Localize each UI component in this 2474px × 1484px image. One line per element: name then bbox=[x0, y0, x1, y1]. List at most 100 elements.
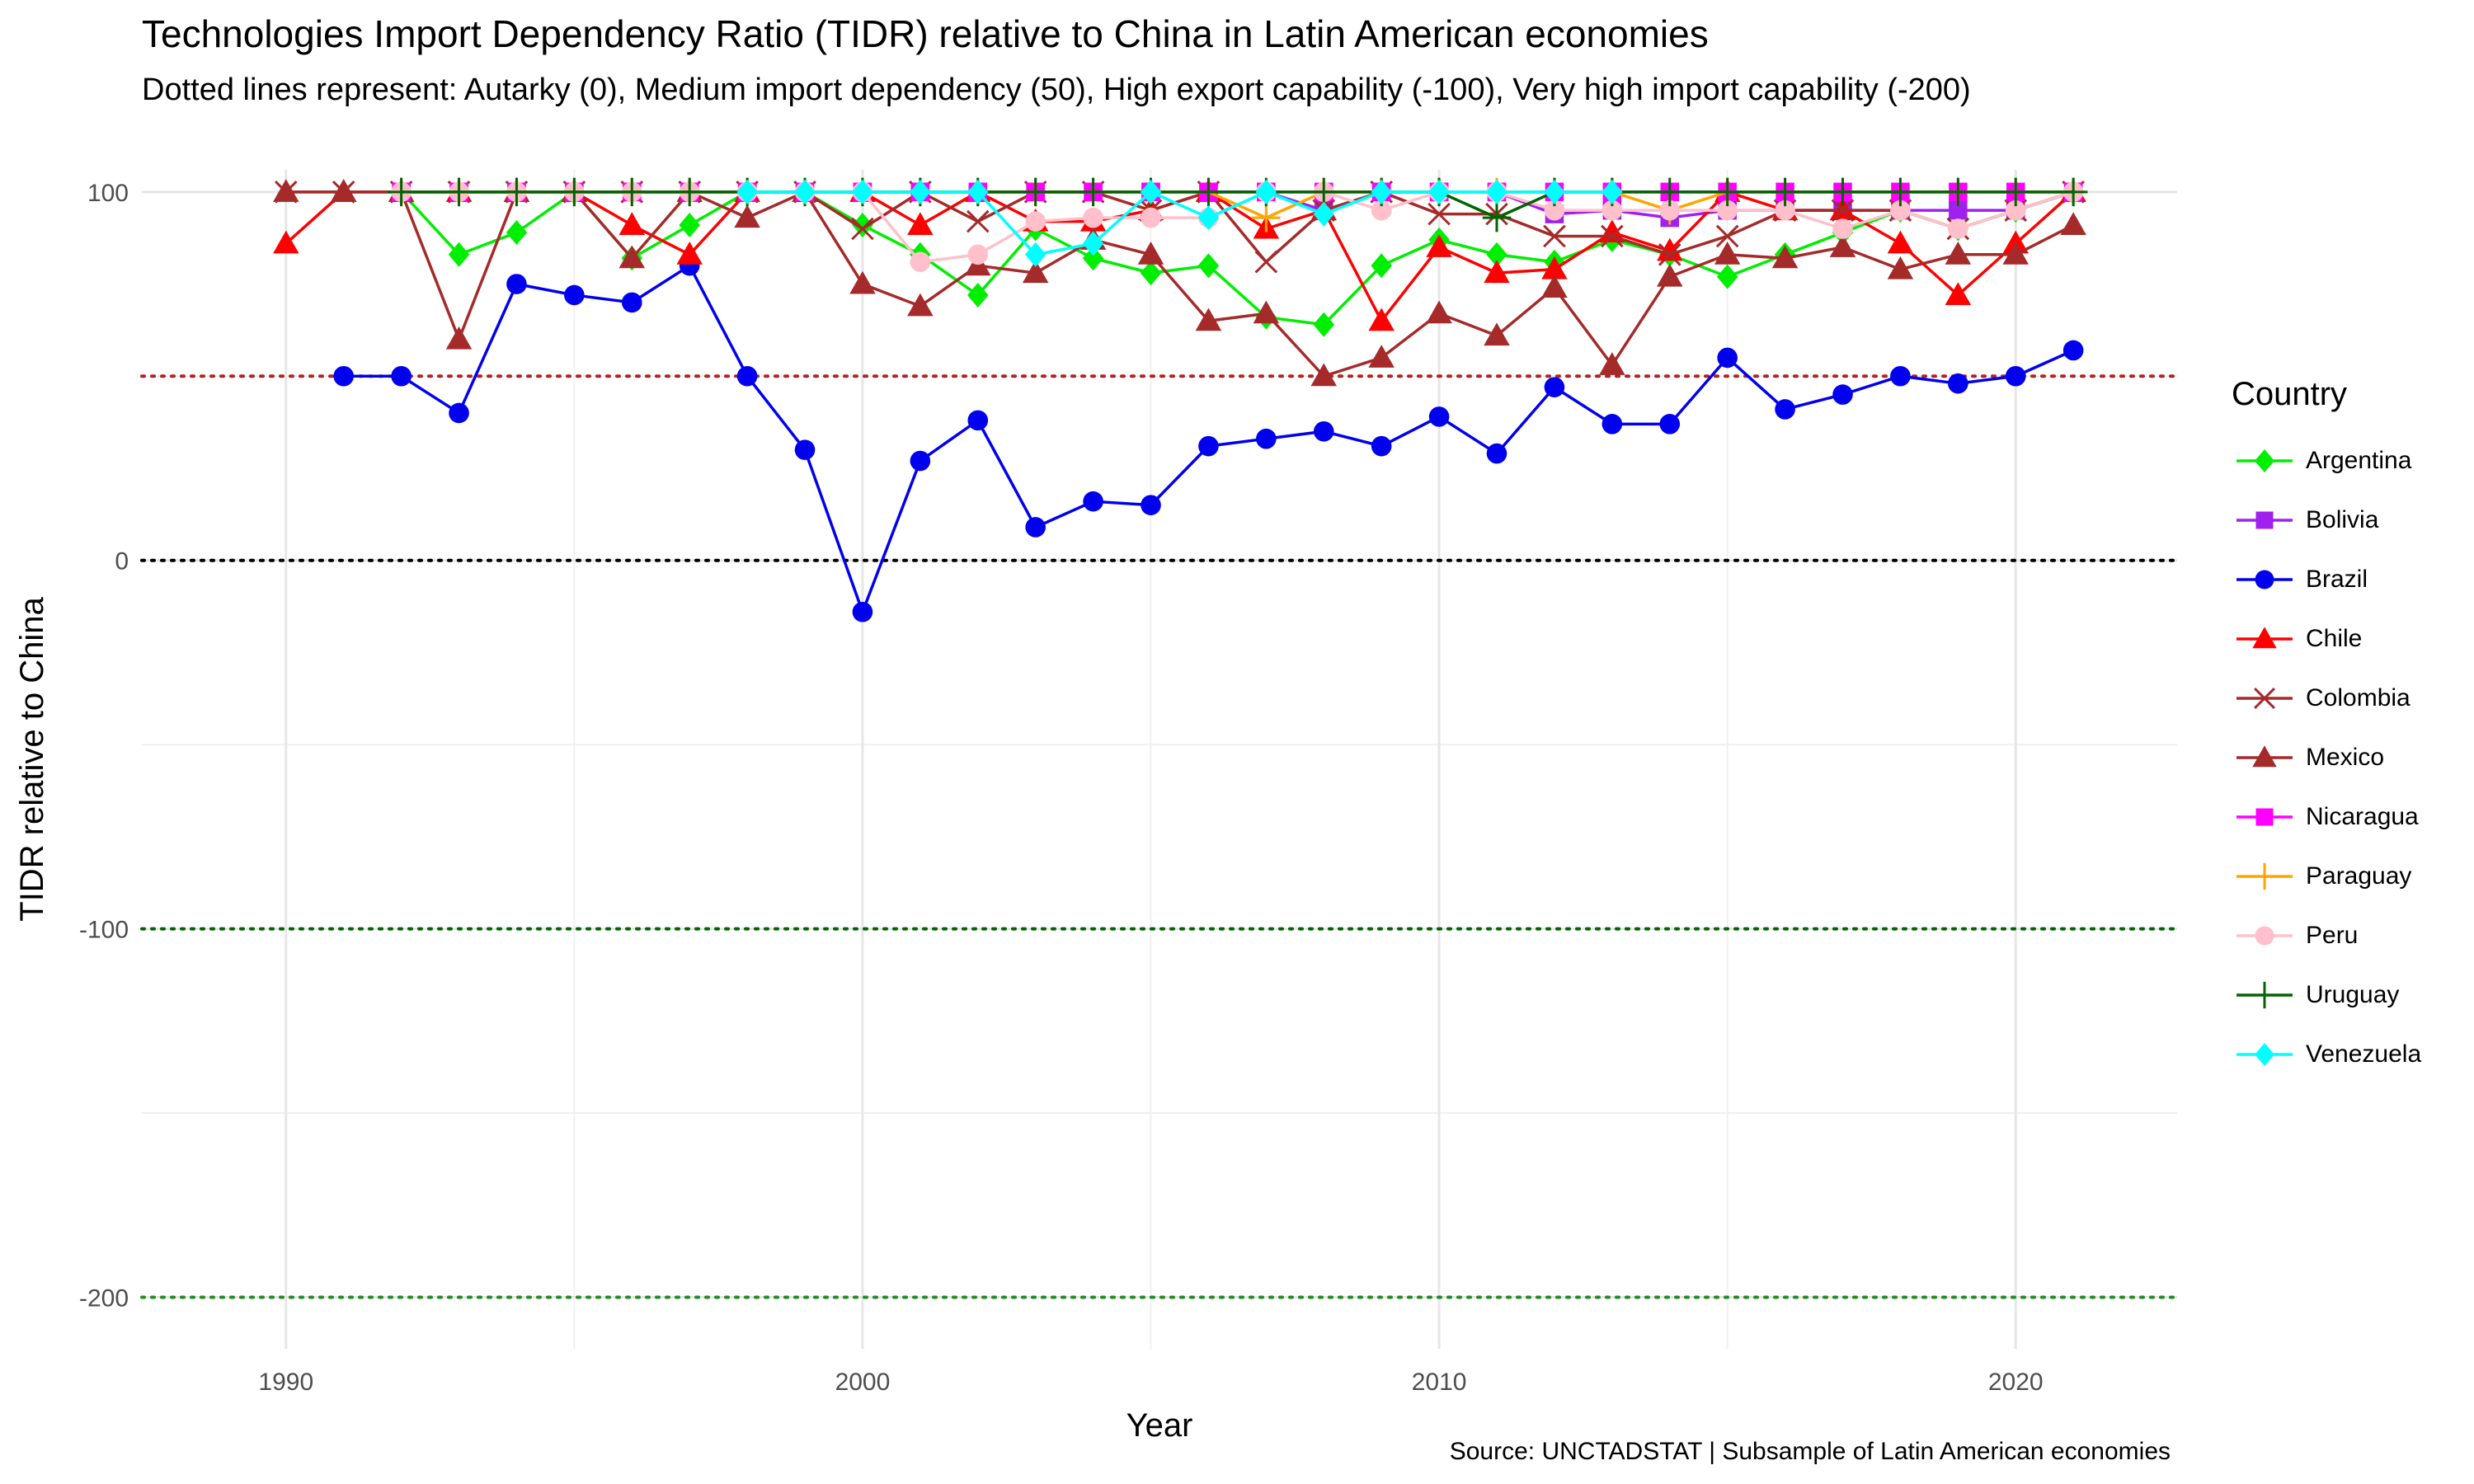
data-point-paraguay bbox=[1252, 203, 1281, 232]
legend-title: Country bbox=[2232, 376, 2348, 412]
data-point-chile bbox=[1426, 234, 1452, 257]
data-point-argentina bbox=[1197, 253, 1220, 279]
legend-label: Chile bbox=[2306, 625, 2363, 652]
data-point-peru bbox=[1371, 200, 1392, 221]
data-point-uruguay bbox=[1655, 177, 1684, 207]
data-point-argentina bbox=[1486, 242, 1507, 267]
data-point-brazil bbox=[1717, 347, 1738, 369]
data-point-venezuela bbox=[736, 179, 758, 204]
legend-item-argentina: Argentina bbox=[2232, 431, 2421, 491]
data-point-colombia bbox=[1658, 242, 1681, 266]
data-point-mexico bbox=[1945, 242, 1972, 265]
chart-subtitle: Dotted lines represent: Autarky (0), Med… bbox=[142, 73, 1971, 107]
legend-label: Argentina bbox=[2306, 447, 2412, 474]
data-point-peru bbox=[967, 244, 989, 265]
data-point-uruguay bbox=[1079, 177, 1108, 207]
data-point-uruguay bbox=[2058, 177, 2088, 207]
data-point-argentina bbox=[967, 282, 989, 308]
data-point-mexico bbox=[734, 204, 760, 228]
legend-item-paraguay: Paraguay bbox=[2232, 847, 2421, 906]
data-point-uruguay bbox=[502, 177, 531, 207]
data-point-argentina bbox=[448, 242, 470, 267]
data-point-mexico bbox=[1195, 308, 1222, 331]
data-point-colombia bbox=[1715, 224, 1739, 248]
data-point-mexico bbox=[618, 245, 646, 269]
data-point-uruguay bbox=[444, 177, 473, 207]
data-point-chile bbox=[1368, 308, 1395, 331]
legend-key-colombia bbox=[2236, 688, 2293, 709]
grid bbox=[142, 170, 2177, 1349]
data-point-mexico bbox=[1137, 242, 1164, 265]
data-point-venezuela bbox=[1024, 242, 1047, 267]
data-point-bolivia bbox=[1949, 200, 1968, 220]
legend-label: Mexico bbox=[2306, 744, 2385, 771]
data-point-brazil bbox=[910, 450, 931, 472]
data-point-mexico bbox=[1599, 352, 1625, 375]
data-point-uruguay bbox=[560, 177, 589, 207]
series-colombia bbox=[274, 181, 2085, 274]
data-point-uruguay bbox=[1310, 177, 1338, 207]
legend-key-marker bbox=[2252, 627, 2277, 649]
data-point-peru bbox=[1083, 207, 1103, 228]
legend-item-bolivia: Bolivia bbox=[2232, 491, 2421, 550]
data-point-colombia bbox=[1543, 224, 1566, 248]
data-point-chile bbox=[1887, 230, 1914, 254]
legend-label: Peru bbox=[2306, 922, 2359, 949]
data-point-brazil bbox=[2062, 340, 2084, 361]
data-point-mexico bbox=[907, 293, 934, 317]
legend-key-marker bbox=[2252, 745, 2277, 768]
data-point-brazil bbox=[1083, 491, 1103, 512]
data-point-argentina bbox=[852, 213, 873, 238]
data-point-colombia bbox=[966, 209, 990, 233]
legend-key-chile bbox=[2236, 627, 2293, 649]
legend-key-mexico bbox=[2236, 745, 2293, 768]
data-point-brazil bbox=[391, 365, 412, 387]
data-point-peru bbox=[1775, 200, 1795, 221]
data-point-brazil bbox=[736, 365, 758, 387]
series-argentina bbox=[390, 179, 2084, 337]
legend-key-marker bbox=[2255, 570, 2274, 589]
reference-lines bbox=[140, 374, 2179, 1299]
legend-label: Colombia bbox=[2306, 684, 2411, 711]
data-point-brazil bbox=[1371, 435, 1392, 457]
data-point-colombia bbox=[851, 217, 874, 241]
data-point-brazil bbox=[333, 365, 355, 387]
data-point-brazil bbox=[1659, 414, 1681, 434]
data-point-peru bbox=[1890, 200, 1911, 221]
y-tick-label: -100 bbox=[79, 917, 129, 944]
legend-key-marker bbox=[2251, 862, 2279, 890]
y-tick-label: 100 bbox=[87, 180, 129, 207]
data-point-argentina bbox=[1313, 312, 1335, 337]
legend-item-chile: Chile bbox=[2232, 609, 2421, 669]
legend-label: Uruguay bbox=[2306, 981, 2400, 1008]
legend-key-venezuela bbox=[2236, 1043, 2293, 1066]
data-point-mexico bbox=[1484, 322, 1510, 346]
legend-key-paraguay bbox=[2236, 862, 2293, 890]
legend-item-nicaragua: Nicaragua bbox=[2232, 787, 2421, 847]
data-point-mexico bbox=[1426, 300, 1452, 324]
data-point-brazil bbox=[967, 410, 989, 431]
legend-key-argentina bbox=[2236, 449, 2293, 472]
data-point-peru bbox=[910, 251, 931, 273]
data-point-uruguay bbox=[2001, 177, 2030, 207]
data-point-mexico bbox=[445, 326, 473, 350]
series-venezuela bbox=[736, 179, 1623, 267]
chart-title: Technologies Import Dependency Ratio (TI… bbox=[142, 12, 1709, 55]
data-point-mexico bbox=[849, 270, 876, 294]
legend-item-colombia: Colombia bbox=[2232, 669, 2421, 728]
data-point-venezuela bbox=[1255, 179, 1277, 204]
legend-item-venezuela: Venezuela bbox=[2232, 1025, 2421, 1084]
data-point-venezuela bbox=[1197, 205, 1220, 231]
x-tick-label: 2000 bbox=[835, 1369, 891, 1396]
data-point-colombia bbox=[1831, 199, 1855, 222]
legend-item-brazil: Brazil bbox=[2232, 550, 2421, 609]
data-point-peru bbox=[2005, 200, 2026, 221]
data-point-venezuela bbox=[1313, 201, 1335, 227]
data-point-mexico bbox=[1829, 234, 1856, 257]
data-point-uruguay bbox=[387, 177, 416, 207]
data-point-uruguay bbox=[1828, 177, 1857, 207]
y-tick-label: -200 bbox=[79, 1284, 129, 1312]
data-point-mexico bbox=[1714, 242, 1741, 265]
data-point-argentina bbox=[1716, 264, 1738, 289]
legend-item-uruguay: Uruguay bbox=[2232, 965, 2421, 1025]
